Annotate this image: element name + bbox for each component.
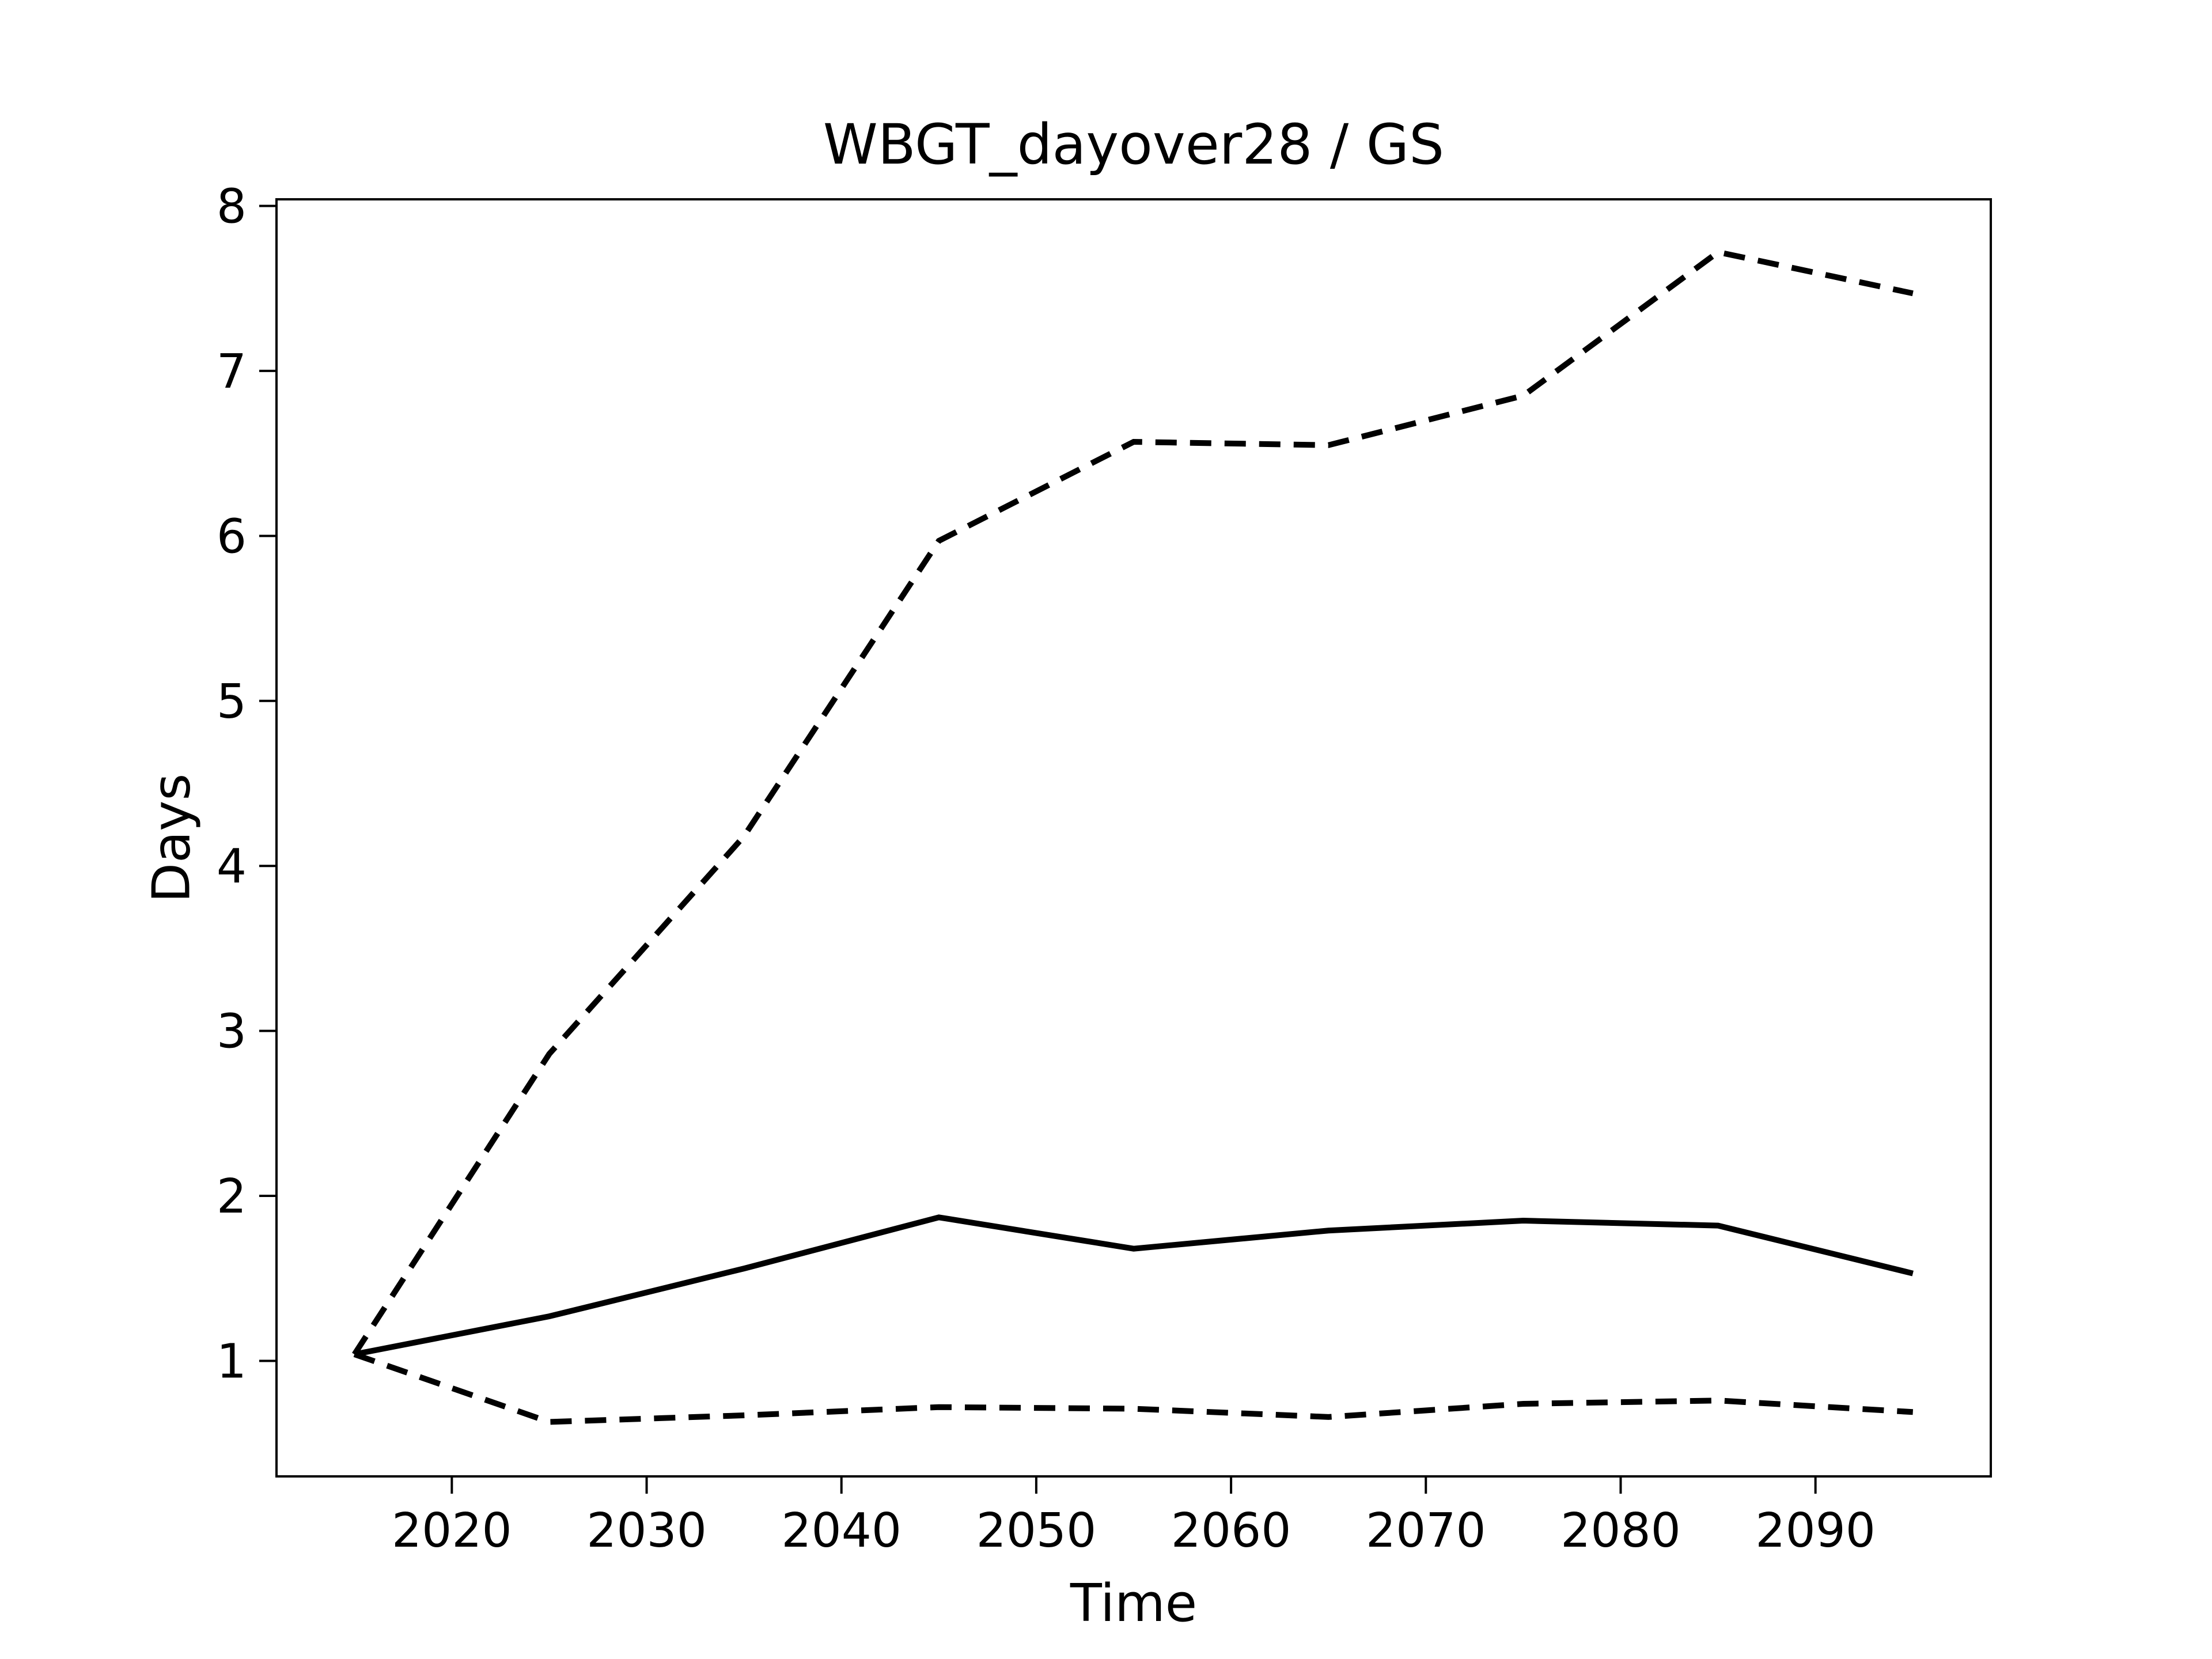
y-tick-label: 8 — [217, 179, 247, 234]
x-tick-label: 2050 — [976, 1503, 1097, 1558]
y-tick-label: 1 — [217, 1334, 247, 1389]
x-tick-label: 2090 — [1755, 1503, 1876, 1558]
x-tick-label: 2080 — [1560, 1503, 1681, 1558]
y-tick-label: 5 — [217, 675, 247, 729]
x-tick-label: 2030 — [586, 1503, 707, 1558]
chart-title: WBGT_dayover28 / GS — [823, 112, 1445, 177]
y-tick-label: 6 — [217, 509, 247, 564]
y-tick-label: 2 — [217, 1169, 247, 1224]
y-tick-label: 7 — [217, 344, 247, 399]
y-axis-label: Days — [141, 773, 202, 903]
x-tick-label: 2060 — [1171, 1503, 1291, 1558]
y-tick-label: 3 — [217, 1005, 247, 1059]
x-axis-label: Time — [1070, 1573, 1198, 1634]
x-tick-label: 2040 — [781, 1503, 902, 1558]
plot-border — [275, 198, 1992, 1478]
upper-bound-line — [352, 249, 1914, 1356]
y-tick-label: 4 — [217, 839, 247, 894]
x-tick-label: 2020 — [392, 1503, 512, 1558]
mean-line — [354, 1214, 1914, 1357]
x-tick-label: 2070 — [1366, 1503, 1486, 1558]
lower-bound-line — [353, 1351, 1914, 1425]
